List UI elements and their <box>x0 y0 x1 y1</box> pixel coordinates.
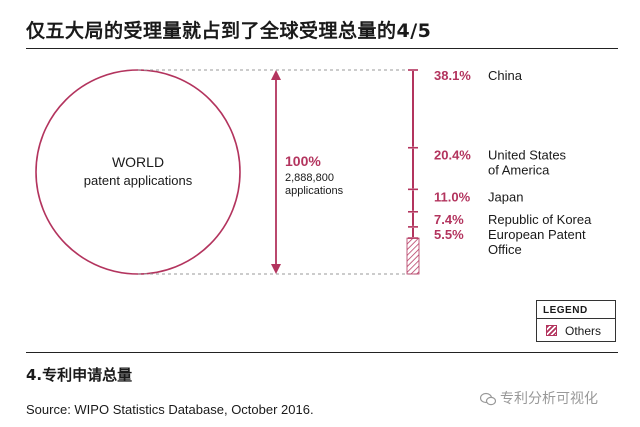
wechat-icon <box>480 392 496 406</box>
legend-title: LEGEND <box>543 305 588 316</box>
office-name-3: Republic of Korea <box>488 212 592 227</box>
others-segment <box>406 237 420 275</box>
legend-others-swatch <box>546 325 557 336</box>
legend: LEGEND Others <box>536 300 616 342</box>
world-patent-chart: WORLD patent applications 100% 2,888,800… <box>35 68 592 275</box>
figure-caption: 4.专利申请总量 <box>26 366 133 384</box>
office-percent-3: 7.4% <box>434 212 464 227</box>
office-percent-1: 20.4% <box>434 148 471 163</box>
office-percent-2: 11.0% <box>434 189 471 204</box>
world-label: WORLD <box>112 154 164 170</box>
office-name-line2-4: Office <box>488 242 522 257</box>
page-title: 仅五大局的受理量就占到了全球受理总量的4/5 <box>26 20 432 42</box>
office-name-4: European Patent <box>488 227 586 242</box>
world-sublabel: patent applications <box>84 173 193 188</box>
total-arrow-head-down <box>271 264 281 274</box>
source-note: Source: WIPO Statistics Database, Octobe… <box>26 402 314 417</box>
watermark-text: 专利分析可视化 <box>500 391 598 407</box>
watermark: 专利分析可视化 <box>480 388 598 408</box>
caption-divider <box>26 352 618 353</box>
office-name-line2-1: of America <box>488 163 550 178</box>
total-value-label: 2,888,800 <box>285 172 334 184</box>
legend-divider <box>537 318 615 319</box>
title-divider <box>26 48 618 49</box>
office-name-1: United States <box>488 148 567 163</box>
total-unit-label: applications <box>285 185 344 197</box>
office-percent-0: 38.1% <box>434 68 471 83</box>
legend-others-label: Others <box>565 324 602 338</box>
total-arrow-head-up <box>271 70 281 80</box>
world-circle <box>35 69 241 275</box>
office-segments <box>406 69 420 275</box>
office-name-0: China <box>488 68 523 83</box>
office-name-2: Japan <box>488 189 523 204</box>
total-percent-label: 100% <box>285 153 321 169</box>
office-percent-4: 5.5% <box>434 227 464 242</box>
